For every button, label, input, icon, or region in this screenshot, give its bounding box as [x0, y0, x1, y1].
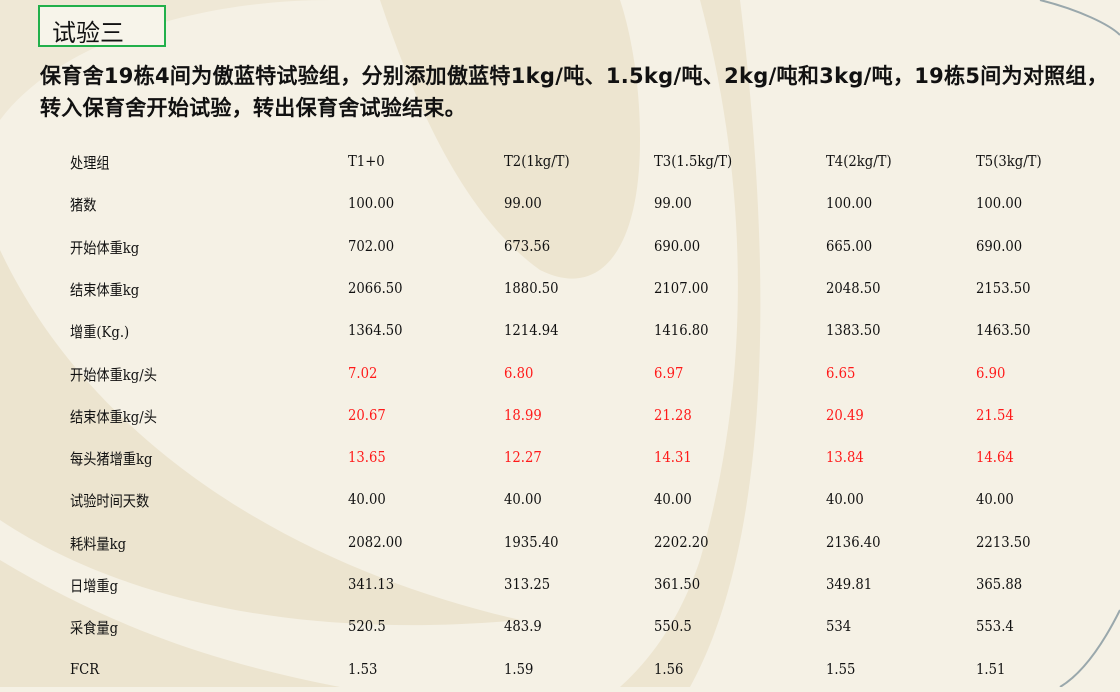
- row-value: 313.25: [504, 575, 551, 593]
- row-value: 1.55: [826, 659, 856, 678]
- header-column: T3(1.5kg/T): [654, 152, 733, 170]
- table-row: 猪数 100.00 99.00 99.00 100.00 100.00: [0, 184, 1120, 226]
- row-value: 40.00: [654, 490, 692, 509]
- header-column: T5(3kg/T): [976, 152, 1042, 170]
- slide-title: 试验三: [52, 19, 124, 47]
- row-value: 1.59: [504, 659, 534, 678]
- table-header-row: 处理组 T1+0 T2(1kg/T) T3(1.5kg/T) T4(2kg/T) T5(3…: [0, 142, 1120, 184]
- table-row: 日增重g 341.13 313.25 361.50 349.81 365.88: [0, 565, 1120, 607]
- row-label: FCR: [70, 659, 100, 678]
- row-label: 耗料量kg: [70, 534, 127, 553]
- table-row: 每头猪增重kg 13.65 12.27 14.31 13.84 14.64: [0, 438, 1120, 480]
- row-value: 1416.80: [654, 321, 709, 340]
- row-value: 40.00: [348, 490, 386, 509]
- row-value: 349.81: [826, 575, 873, 593]
- row-value: 702.00: [348, 236, 395, 255]
- table-row: 结束体重kg 2066.50 1880.50 2107.00 2048.50 2153.5…: [0, 269, 1120, 311]
- row-value: 1214.94: [504, 321, 559, 340]
- row-value: 2213.50: [976, 532, 1031, 551]
- table-row: 增重(Kg.) 1364.50 1214.94 1416.80 1383.50 1463.…: [0, 311, 1120, 353]
- row-label: 采食量g: [70, 619, 119, 638]
- row-value: 2048.50: [826, 278, 881, 297]
- row-value: 100.00: [976, 194, 1023, 213]
- row-value: 100.00: [348, 194, 395, 213]
- row-value: 665.00: [826, 236, 873, 255]
- row-value: 690.00: [976, 236, 1023, 255]
- row-value: 1880.50: [504, 278, 559, 297]
- row-value: 1383.50: [826, 321, 881, 340]
- row-value: 2136.40: [826, 532, 881, 551]
- row-value: 13.84: [826, 448, 864, 467]
- row-label: 试验时间天数: [70, 492, 150, 511]
- row-value: 21.54: [976, 405, 1014, 424]
- row-value: 1463.50: [976, 321, 1031, 340]
- row-value: 14.31: [654, 448, 692, 467]
- row-value: 18.99: [504, 405, 542, 424]
- slide-title-box: 试验三: [38, 5, 166, 47]
- row-value: 6.65: [826, 363, 856, 382]
- table-row: 开始体重kg 702.00 673.56 690.00 665.00 690.00: [0, 227, 1120, 269]
- row-value: 534: [826, 617, 852, 636]
- row-value: 1.56: [654, 659, 684, 678]
- row-value: 1.51: [976, 659, 1006, 678]
- row-label: 结束体重kg: [70, 280, 140, 299]
- table-row: 耗料量kg 2082.00 1935.40 2202.20 2136.40 2213.50: [0, 523, 1120, 565]
- row-label: 结束体重kg/头: [70, 407, 157, 426]
- row-value: 20.67: [348, 405, 386, 424]
- row-value: 13.65: [348, 448, 386, 467]
- table-row: 结束体重kg/头 20.67 18.99 21.28 20.49 21.54: [0, 396, 1120, 438]
- row-value: 7.02: [348, 363, 378, 382]
- row-value: 20.49: [826, 405, 864, 424]
- row-value: 6.90: [976, 363, 1006, 382]
- header-column: T1+0: [348, 152, 385, 170]
- row-value: 520.5: [348, 617, 386, 636]
- row-value: 2082.00: [348, 532, 403, 551]
- row-label: 增重(Kg.): [70, 323, 130, 342]
- row-value: 40.00: [504, 490, 542, 509]
- row-value: 361.50: [654, 575, 701, 593]
- row-value: 2153.50: [976, 278, 1031, 297]
- table-row: 试验时间天数 40.00 40.00 40.00 40.00 40.00: [0, 480, 1120, 522]
- row-value: 1935.40: [504, 532, 559, 551]
- row-label: 每头猪增重kg: [70, 450, 153, 469]
- header-column: T4(2kg/T): [826, 152, 892, 170]
- row-label: 开始体重kg/头: [70, 365, 157, 384]
- row-value: 553.4: [976, 617, 1014, 636]
- row-value: 12.27: [504, 448, 542, 467]
- row-value: 2202.20: [654, 532, 709, 551]
- row-value: 99.00: [654, 194, 692, 213]
- row-value: 40.00: [976, 490, 1014, 509]
- table-row: FCR 1.53 1.59 1.56 1.55 1.51: [0, 650, 1120, 692]
- row-value: 341.13: [348, 575, 395, 593]
- row-value: 40.00: [826, 490, 864, 509]
- row-value: 2066.50: [348, 278, 403, 297]
- row-label: 日增重g: [70, 577, 119, 595]
- table-row: 开始体重kg/头 7.02 6.80 6.97 6.65 6.90: [0, 354, 1120, 396]
- header-label: 处理组: [70, 154, 110, 172]
- header-column: T2(1kg/T): [504, 152, 570, 170]
- row-value: 6.80: [504, 363, 534, 382]
- row-value: 673.56: [504, 236, 551, 255]
- row-value: 690.00: [654, 236, 701, 255]
- row-value: 483.9: [504, 617, 542, 636]
- table-row: 采食量g 520.5 483.9 550.5 534 553.4: [0, 607, 1120, 649]
- row-value: 2107.00: [654, 278, 709, 297]
- row-value: 1364.50: [348, 321, 403, 340]
- row-value: 365.88: [976, 575, 1023, 593]
- row-label: 猪数: [70, 196, 97, 215]
- row-value: 21.28: [654, 405, 692, 424]
- row-value: 100.00: [826, 194, 873, 213]
- row-value: 1.53: [348, 659, 378, 678]
- row-value: 6.97: [654, 363, 684, 382]
- row-label: 开始体重kg: [70, 238, 140, 257]
- row-value: 99.00: [504, 194, 542, 213]
- row-value: 14.64: [976, 448, 1014, 467]
- intro-paragraph: 保育舍19栋4间为傲蓝特试验组，分别添加傲蓝特1kg/吨、1.5kg/吨、2kg…: [40, 64, 1109, 120]
- row-value: 550.5: [654, 617, 692, 636]
